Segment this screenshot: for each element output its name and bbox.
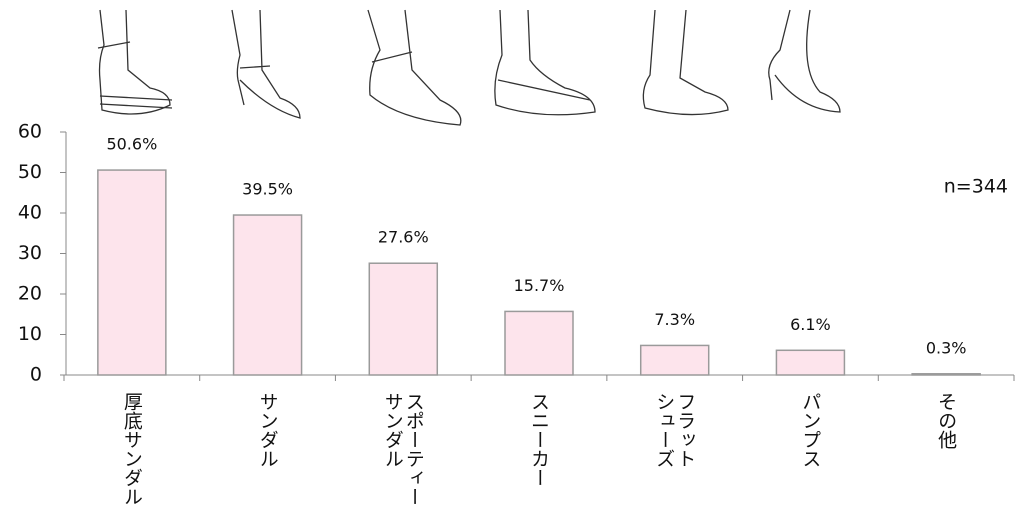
bar xyxy=(369,263,437,375)
value-label: 50.6% xyxy=(106,135,157,154)
x-tick-label: スニーカー xyxy=(528,392,550,487)
x-tick-label: フラット xyxy=(674,392,696,468)
chart: n=344 0 10 20 30 40 50 60 厚底サンダル 50.6% サンダル 39.5% ス… xyxy=(0,0,1015,517)
y-tick-label: 0 xyxy=(30,364,42,386)
bar xyxy=(641,345,709,375)
x-tick-label: サンダル xyxy=(382,392,404,468)
value-label: 0.3% xyxy=(926,338,967,357)
value-label: 15.7% xyxy=(514,276,565,295)
bar xyxy=(505,311,573,375)
value-label: 27.6% xyxy=(378,228,429,247)
x-tick-label: シューズ xyxy=(653,392,675,468)
bar xyxy=(234,215,302,375)
x-tick-label: 厚底サンダル xyxy=(121,392,143,506)
bar xyxy=(776,350,844,375)
y-tick-label: 60 xyxy=(18,121,42,143)
y-tick-label: 50 xyxy=(18,161,42,183)
y-tick-label: 10 xyxy=(18,323,42,345)
bar xyxy=(912,374,980,375)
shoe-illustrations xyxy=(98,10,840,125)
y-tick-label: 20 xyxy=(18,283,42,305)
bar xyxy=(98,170,166,375)
y-tick-label: 40 xyxy=(18,202,42,224)
x-tick-label: その他 xyxy=(935,392,957,449)
y-tick-label: 30 xyxy=(18,242,42,264)
value-label: 7.3% xyxy=(654,310,695,329)
x-tick-label: サンダル xyxy=(257,392,279,468)
value-label: 6.1% xyxy=(790,315,831,334)
x-tick-label: スポーティー xyxy=(403,392,425,506)
value-label: 39.5% xyxy=(242,180,293,199)
x-tick-label: パンプス xyxy=(799,392,821,468)
sample-size: n=344 xyxy=(944,176,1008,198)
